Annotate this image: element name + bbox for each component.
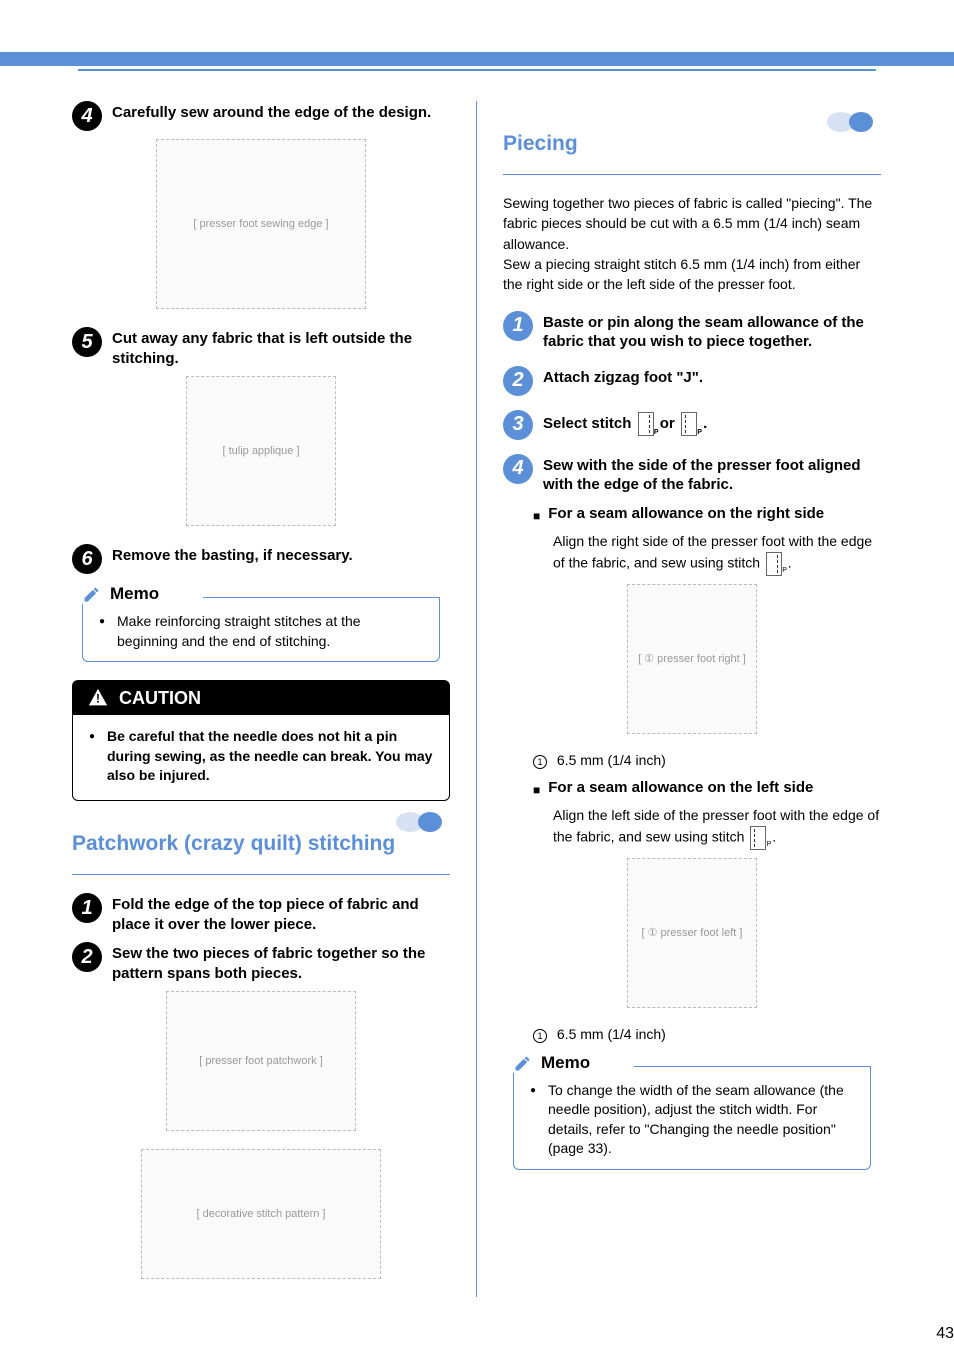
left-side-sub: ■ For a seam allowance on the left side [533,779,881,801]
square-bullet-icon: ■ [533,505,540,527]
p-step-2-text: Attach zigzag foot "J". [543,366,703,388]
caution-header: ! CAUTION [73,681,449,715]
memo-1-title-row: Memo [82,584,169,604]
pw-step-2-text: Sew the two pieces of fabric together so… [112,942,450,983]
p-step-3: 3 Select stitch or . [503,410,881,440]
right-column: Piecing Sewing together two pieces of fa… [503,101,881,1297]
memo-box-1: Memo Make reinforcing straight stitches … [82,598,440,662]
right-callout-text: 6.5 mm (1/4 inch) [557,752,666,768]
page-number: 43 [936,1325,954,1343]
pw-step-1-text: Fold the edge of the top piece of fabric… [112,893,450,934]
stitch-icon-left-2 [750,826,766,850]
step-6: 6 Remove the basting, if necessary. [72,544,450,574]
left-callout: 1 6.5 mm (1/4 inch) [533,1026,881,1043]
memo-1-title: Memo [110,584,159,604]
column-divider [476,101,477,1297]
caution-body: Be careful that the needle does not hit … [73,715,449,800]
p-step-number-1: 1 [503,311,533,341]
p-step-3c: . [703,415,707,432]
p-step-2: 2 Attach zigzag foot "J". [503,366,881,396]
pencil-icon-2 [513,1053,533,1073]
patchwork-section: Patchwork (crazy quilt) stitching [72,819,450,875]
right-sub-text-a: Align the right side of the presser foot… [553,533,872,571]
step-number-5: 5 [72,327,102,357]
stitch-icon-right-2 [766,552,782,576]
left-callout-text: 6.5 mm (1/4 inch) [557,1026,666,1042]
left-sub-text: Align the left side of the presser foot … [553,805,881,850]
left-sub-text-b: . [772,828,776,844]
top-accent-bar [0,52,954,66]
page-container: 3 4 Carefully sew around the edge of the… [0,71,954,1327]
caution-title: CAUTION [119,688,201,709]
left-sub-text-a: Align the left side of the presser foot … [553,807,879,845]
svg-text:!: ! [96,692,100,706]
step-number-6: 6 [72,544,102,574]
caution-box: ! CAUTION Be careful that the needle doe… [72,680,450,801]
memo-1-body: Make reinforcing straight stitches at th… [99,612,423,651]
p-step-3a: Select stitch [543,415,636,432]
p-step-number-4: 4 [503,454,533,484]
section-tab-decor-2 [813,111,875,133]
p-step-1-text: Baste or pin along the seam allowance of… [543,311,881,352]
figure-right-seam: [ ① presser foot right ] [627,584,757,734]
p-step-3b: or [660,415,679,432]
p-step-3-text: Select stitch or . [543,410,707,436]
p-step-number-2: 2 [503,366,533,396]
memo-2-title-row: Memo [513,1053,600,1073]
memo-2-body: To change the width of the seam allowanc… [530,1081,854,1159]
piecing-section: Piecing [503,119,881,175]
pw-step-number-2: 2 [72,942,102,972]
memo-box-2: Memo To change the width of the seam all… [513,1067,871,1170]
figure-patchwork-top: [ presser foot patchwork ] [166,991,356,1131]
piecing-intro: Sewing together two pieces of fabric is … [503,193,881,294]
right-sub-text: Align the right side of the presser foot… [553,531,881,576]
pencil-icon [82,584,102,604]
callout-1-icon-2: 1 [533,1029,547,1043]
figure-left-seam: [ ① presser foot left ] [627,858,757,1008]
p-step-4-text: Sew with the side of the presser foot al… [543,454,881,495]
left-column: 4 Carefully sew around the edge of the d… [72,101,450,1297]
pw-step-2: 2 Sew the two pieces of fabric together … [72,942,450,983]
step-4: 4 Carefully sew around the edge of the d… [72,101,450,131]
right-sub-title: For a seam allowance on the right side [548,505,824,527]
figure-patchwork-bottom: [ decorative stitch pattern ] [141,1149,381,1279]
memo-2-title: Memo [541,1053,590,1073]
stitch-icon-right [638,412,654,436]
warning-icon: ! [87,687,109,709]
step-number-4: 4 [72,101,102,131]
step-4-text: Carefully sew around the edge of the des… [112,101,431,123]
step-5: 5 Cut away any fabric that is left outsi… [72,327,450,368]
section-tab-decor [382,811,444,833]
pw-step-1: 1 Fold the edge of the top piece of fabr… [72,893,450,934]
p-step-number-3: 3 [503,410,533,440]
callout-1-icon: 1 [533,755,547,769]
stitch-icon-left [681,412,697,436]
right-side-sub: ■ For a seam allowance on the right side [533,505,881,527]
left-sub-title: For a seam allowance on the left side [548,779,813,801]
right-callout: 1 6.5 mm (1/4 inch) [533,752,881,769]
figure-sew-edge: [ presser foot sewing edge ] [156,139,366,309]
right-sub-text-b: . [788,554,792,570]
pw-step-number-1: 1 [72,893,102,923]
p-step-4: 4 Sew with the side of the presser foot … [503,454,881,495]
figure-cut-fabric: [ tulip applique ] [186,376,336,526]
step-5-text: Cut away any fabric that is left outside… [112,327,450,368]
step-6-text: Remove the basting, if necessary. [112,544,353,566]
square-bullet-icon-2: ■ [533,779,540,801]
p-step-1: 1 Baste or pin along the seam allowance … [503,311,881,352]
